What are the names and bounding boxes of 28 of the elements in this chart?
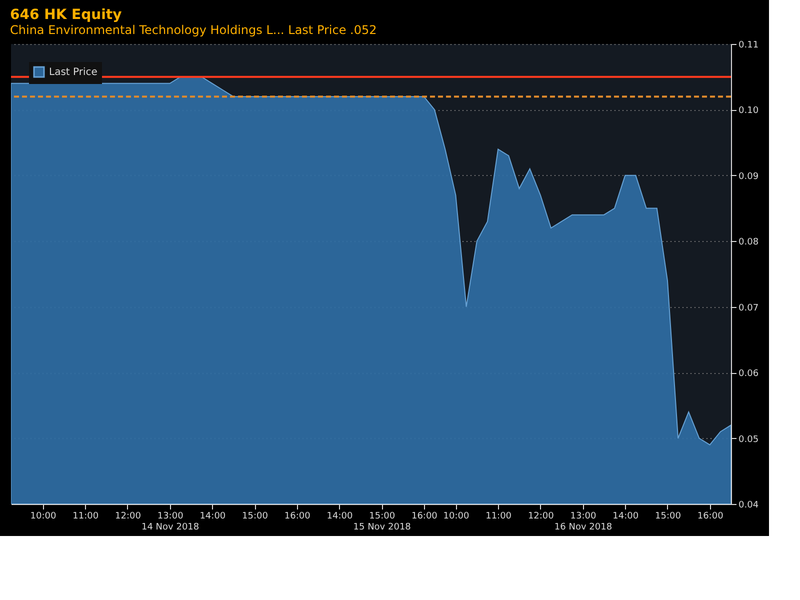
y-tick-label: 0.05 [738,434,759,445]
x-tick-label: 11:00 [72,512,99,522]
x-tick-label: 12:00 [115,512,142,522]
y-tick-label: 0.09 [738,172,759,182]
x-tick-label: 14:00 [612,512,639,522]
x-tick-label: 16:00 [697,512,724,522]
x-tick-label: 16:00 [411,512,438,522]
x-tick-label: 14:00 [200,512,226,522]
chart-subtitle: China Environmental Technology Holdings L... Last Price .052 [10,23,377,37]
y-tick-label: 0.06 [738,369,759,380]
x-tick-label: 12:00 [528,512,554,522]
x-tick-label: 15:00 15 Nov 2018 [353,512,412,532]
legend-label: Last Price [49,67,98,78]
y-tick-label: 0.07 [738,303,759,314]
x-tick-label: 15:00 [242,512,268,522]
x-tick-label: 13:00 16 Nov 2018 [554,512,612,532]
x-tick-label: 10:00 [30,512,57,522]
x-tick-label: 14:00 [326,512,353,522]
y-tick-label: 0.08 [738,238,759,248]
y-tick-label: 0.10 [738,106,759,116]
chart-title: 646 HK Equity [10,7,122,23]
y-tick-label: 0.04 [738,500,759,510]
x-tick-label: 13:00 14 Nov 2018 [141,512,200,532]
y-tick-label: 0.11 [738,40,759,50]
x-tick-label: 11:00 [486,512,512,522]
x-tick-label: 16:00 [284,512,311,522]
x-tick-label: 10:00 [443,512,470,522]
x-tick-label: 15:00 [655,512,682,522]
